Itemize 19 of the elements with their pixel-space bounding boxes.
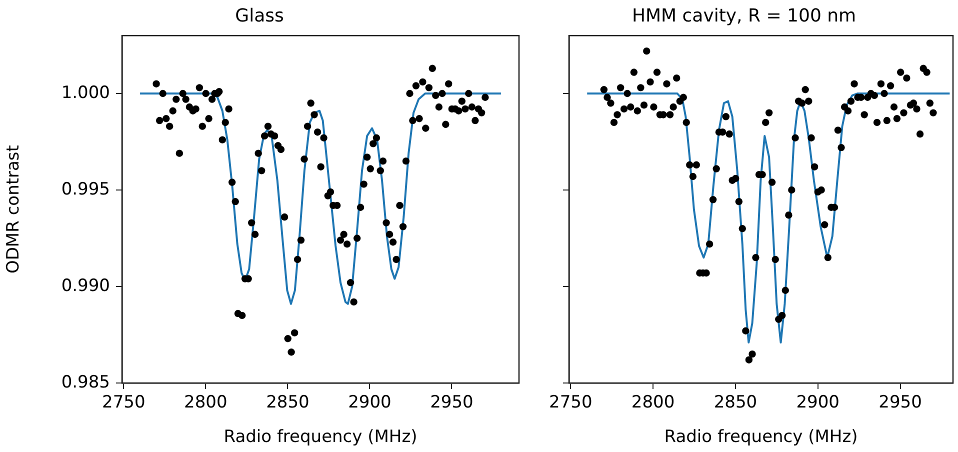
y-axis-title: ODMR contrast xyxy=(4,144,24,274)
x-tick-label: 2800 xyxy=(631,392,675,413)
y-tick-label: 0.990 xyxy=(61,276,110,296)
x-tick-label: 2750 xyxy=(549,392,592,413)
x-tick-label: 2900 xyxy=(796,392,840,413)
x-tick-label: 2900 xyxy=(348,392,392,413)
x-tick-label: 2750 xyxy=(102,392,146,413)
y-tick-label: 0.995 xyxy=(61,179,110,200)
chart-title: Glass xyxy=(235,5,284,26)
x-axis-title: Radio frequency (MHz) xyxy=(224,427,418,448)
x-tick-label: 2850 xyxy=(714,392,758,413)
x-tick-label: 2800 xyxy=(184,392,228,413)
x-tick-label: 2850 xyxy=(266,392,310,413)
x-axis-title: Radio frequency (MHz) xyxy=(664,427,858,448)
x-tick-label: 2950 xyxy=(430,392,474,413)
y-tick-label: 0.985 xyxy=(61,372,110,392)
x-tick-label: 2950 xyxy=(878,392,922,413)
y-tick-label: 1.000 xyxy=(61,82,110,103)
chart-title: HMM cavity, R = 100 nm xyxy=(632,5,856,26)
